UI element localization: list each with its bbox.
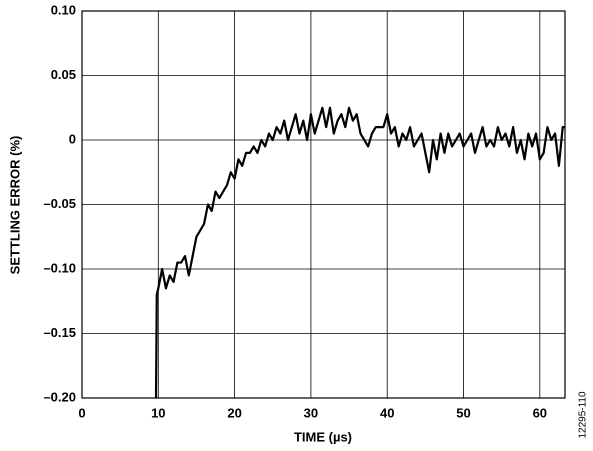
y-tick-label: –0.10 — [43, 260, 76, 275]
settling-line — [154, 106, 565, 399]
x-tick-label: 60 — [533, 405, 547, 420]
x-tick-label: 50 — [456, 405, 470, 420]
y-tick-label: –0.20 — [43, 389, 76, 404]
y-axis-title: SETTLING ERROR (%) — [7, 136, 22, 275]
x-tick-label: 20 — [227, 405, 241, 420]
x-axis-title: TIME (µs) — [294, 429, 352, 444]
y-tick-label: 0 — [69, 131, 76, 146]
figure-id: 12295-110 — [578, 391, 589, 439]
y-tick-label: 0.10 — [51, 2, 76, 17]
x-tick-label: 30 — [304, 405, 318, 420]
y-tick-label: 0.05 — [51, 67, 76, 82]
x-tick-label: 10 — [151, 405, 165, 420]
x-tick-label: 0 — [78, 405, 85, 420]
y-tick-label: –0.05 — [43, 196, 76, 211]
y-tick-label: –0.15 — [43, 325, 76, 340]
x-tick-label: 40 — [380, 405, 394, 420]
